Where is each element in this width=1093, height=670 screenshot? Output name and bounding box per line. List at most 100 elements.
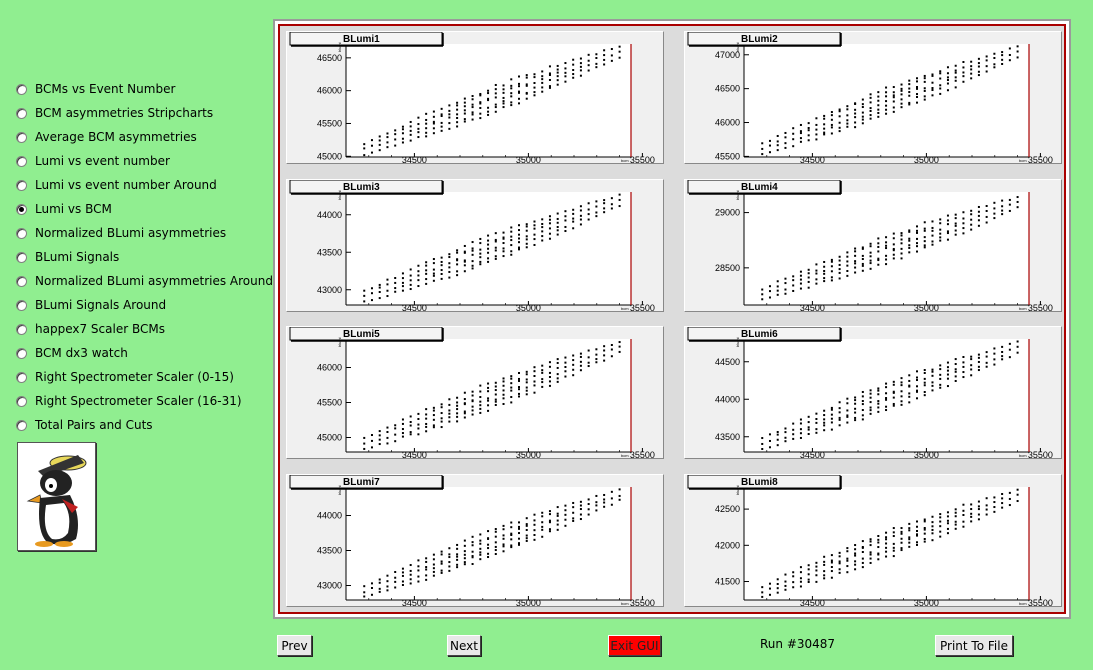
scatter-point [993,352,996,355]
scatter-point [463,109,466,112]
scatter-point [425,566,428,569]
radio-icon[interactable] [16,131,27,143]
scatter-point [618,50,621,53]
scatter-point [838,568,841,571]
y-tick-label: 45500 [317,398,342,408]
scatter-point [946,532,949,535]
scatter-point [448,565,451,568]
scatter-point [923,537,926,540]
y-tick-label: 43500 [715,432,740,442]
radio-icon[interactable] [16,155,27,167]
menu-option[interactable]: Right Spectrometer Scaler (0-15) [16,369,234,385]
scatter-point [425,425,428,428]
scatter-point [448,122,451,125]
print-to-file-button[interactable]: Print To File [935,635,1013,656]
scatter-point [1016,488,1019,491]
menu-option[interactable]: BLumi Signals Around [16,297,166,313]
scatter-point [931,521,934,524]
scatter-point [363,591,366,594]
menu-option[interactable]: Total Pairs and Cuts [16,417,153,433]
scatter-point [417,131,420,134]
scatter-point [892,94,895,97]
scatter-point [861,106,864,109]
scatter-point [363,294,366,297]
radio-icon[interactable] [16,251,27,263]
scatter-point [595,494,598,497]
scatter-point [370,582,373,585]
exit-gui-button[interactable]: Exit GUI [608,635,661,656]
scatter-point [510,375,513,378]
scatter-point [409,578,412,581]
menu-option[interactable]: BLumi Signals [16,249,119,265]
radio-icon[interactable] [16,83,27,95]
x-axis-label: bcm [621,601,629,606]
menu-option[interactable]: BCMs vs Event Number [16,81,175,97]
radio-icon[interactable] [16,371,27,383]
scatter-point [432,122,435,125]
menu-option[interactable]: Normalized BLumi asymmetries [16,225,226,241]
scatter-point [541,381,544,384]
scatter-point [440,269,443,272]
scatter-point [861,98,864,101]
menu-option[interactable]: happex7 Scaler BCMs [16,321,165,337]
scatter-point [815,272,818,275]
menu-option[interactable]: Lumi vs event number Around [16,177,217,193]
scatter-point [908,83,911,86]
scatter-point [518,75,521,78]
menu-option[interactable]: Normalized BLumi asymmetries Around [16,273,273,289]
scatter-point [572,227,575,230]
scatter-point [456,104,459,107]
menu-option[interactable]: Right Spectrometer Scaler (16-31) [16,393,242,409]
scatter-point [962,365,965,368]
scatter-point [892,243,895,246]
prev-button[interactable]: Prev [277,635,312,656]
menu-option[interactable]: BCM dx3 watch [16,345,128,361]
scatter-point [939,222,942,225]
x-tick-label: 34500 [800,450,825,460]
radio-icon[interactable] [16,347,27,359]
scatter-point [448,547,451,550]
scatter-point [977,360,980,363]
radio-icon[interactable] [16,323,27,335]
radio-icon[interactable] [16,299,27,311]
scatter-point [892,535,895,538]
scatter-point [838,418,841,421]
next-button[interactable]: Next [447,635,481,656]
scatter-point [892,555,895,558]
scatter-point [479,547,482,550]
scatter-point [954,370,957,373]
radio-icon[interactable] [16,395,27,407]
scatter-point [618,488,621,491]
radio-icon[interactable] [16,107,27,119]
scatter-point [923,518,926,521]
scatter-point [970,368,973,371]
scatter-point [541,222,544,225]
scatter-point [838,551,841,554]
scatter-point [792,127,795,130]
scatter-point [556,225,559,228]
scatter-point [861,551,864,554]
scatter-point [409,129,412,132]
scatter-point [572,73,575,76]
radio-selected-icon[interactable] [16,203,27,215]
scatter-point [846,105,849,108]
scatter-point [618,45,621,48]
scatter-point [510,239,513,242]
menu-option[interactable]: Lumi vs event number [16,153,170,169]
radio-icon[interactable] [16,227,27,239]
menu-option[interactable]: Average BCM asymmetries [16,129,197,145]
menu-option[interactable]: BCM asymmetries Stripcharts [16,105,213,121]
radio-icon[interactable] [16,179,27,191]
scatter-point [923,520,926,523]
menu-option[interactable]: Lumi vs BCM [16,201,112,217]
scatter-point [854,419,857,422]
scatter-point [572,501,575,504]
radio-icon[interactable] [16,275,27,287]
scatter-point [861,566,864,569]
scatter-point [776,285,779,288]
scatter-point [518,82,521,85]
radio-icon[interactable] [16,419,27,431]
scatter-point [885,108,888,111]
scatter-point [610,355,613,358]
scatter-point [908,244,911,247]
